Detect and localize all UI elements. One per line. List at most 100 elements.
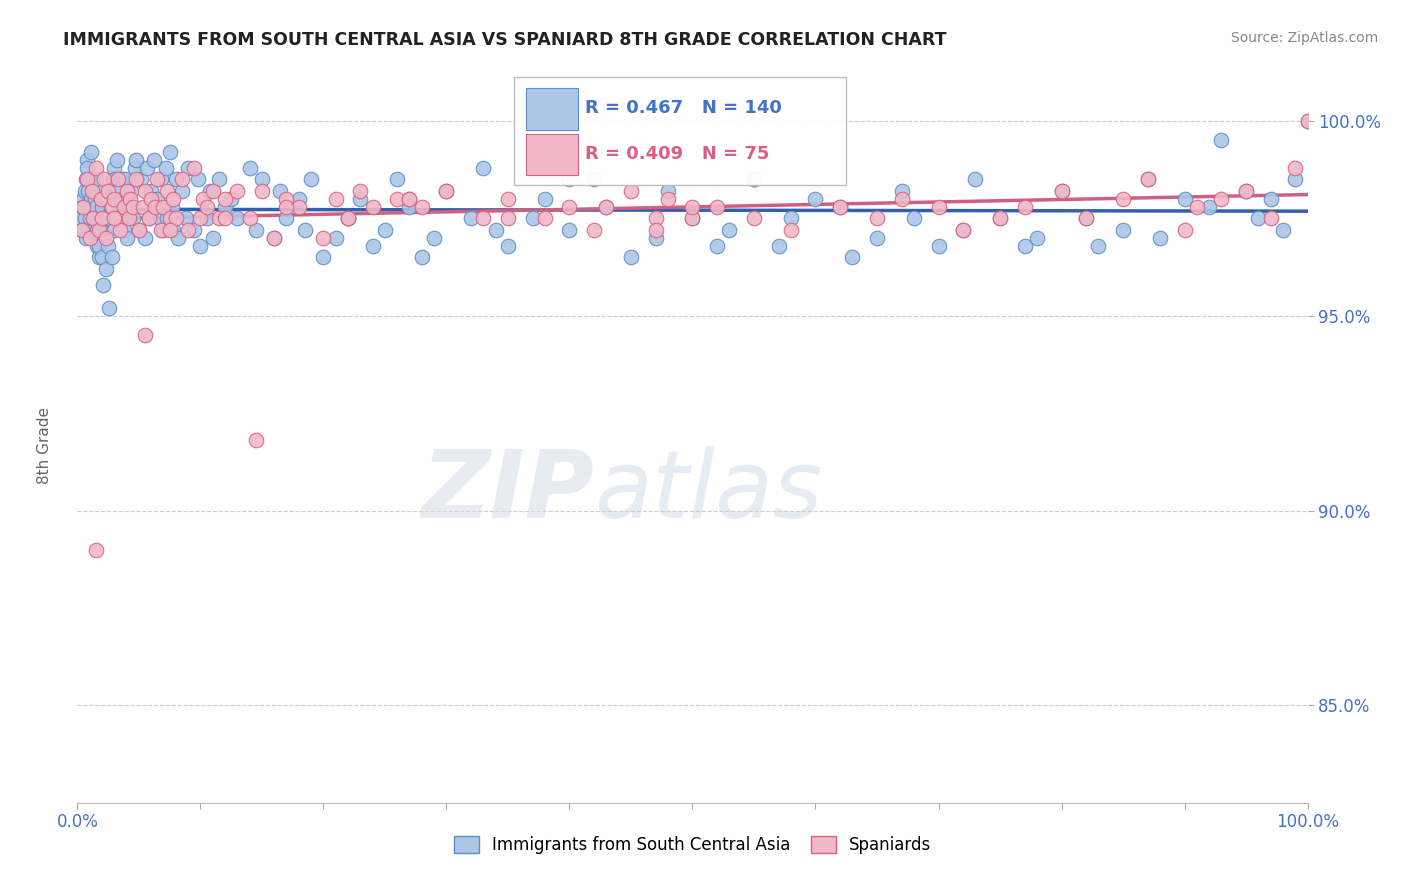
- Point: [86, 238, 108, 252]
- Point: [200, 184, 222, 198]
- Point: [1136, 172, 1159, 186]
- Point: [152, 200, 174, 214]
- Point: [952, 223, 974, 237]
- Point: [76, 172, 98, 186]
- Point: [70, 211, 93, 226]
- Point: [780, 223, 803, 237]
- Point: [90, 250, 114, 264]
- Point: [214, 211, 236, 226]
- Point: [682, 200, 704, 214]
- Point: [134, 184, 156, 198]
- Point: [76, 161, 98, 175]
- Point: [952, 223, 974, 237]
- Point: [96, 192, 118, 206]
- Point: [89, 223, 111, 237]
- Point: [830, 200, 852, 214]
- Point: [337, 211, 360, 226]
- Point: [80, 192, 103, 206]
- Point: [156, 211, 179, 226]
- Point: [928, 238, 950, 252]
- Point: [76, 153, 98, 167]
- Point: [152, 223, 174, 237]
- Point: [472, 211, 495, 226]
- Point: [103, 192, 125, 206]
- Point: [558, 172, 581, 186]
- Point: [125, 153, 148, 167]
- Point: [398, 192, 420, 206]
- Point: [89, 250, 111, 264]
- Point: [1112, 223, 1135, 237]
- Point: [101, 200, 124, 214]
- Point: [70, 223, 93, 237]
- Point: [595, 200, 617, 214]
- Point: [183, 161, 205, 175]
- Point: [472, 161, 495, 175]
- Point: [105, 153, 128, 167]
- Point: [276, 192, 298, 206]
- Point: [349, 192, 371, 206]
- Point: [1076, 211, 1098, 226]
- Point: [558, 200, 581, 214]
- Text: Source: ZipAtlas.com: Source: ZipAtlas.com: [1230, 31, 1378, 45]
- Point: [97, 211, 120, 226]
- Point: [128, 223, 150, 237]
- Point: [423, 231, 446, 245]
- Point: [98, 301, 121, 315]
- Point: [125, 172, 148, 186]
- Point: [411, 200, 433, 214]
- Point: [595, 200, 617, 214]
- Point: [159, 211, 181, 226]
- Point: [299, 172, 322, 186]
- Point: [160, 200, 183, 214]
- Point: [644, 211, 666, 226]
- Point: [80, 145, 103, 159]
- Point: [138, 211, 160, 226]
- Point: [128, 223, 150, 237]
- Point: [644, 231, 666, 245]
- Text: R = 0.409   N = 75: R = 0.409 N = 75: [585, 145, 770, 163]
- Point: [124, 161, 146, 175]
- Point: [141, 192, 163, 206]
- Point: [84, 172, 107, 186]
- Point: [325, 231, 347, 245]
- Point: [1272, 223, 1295, 237]
- Point: [657, 184, 679, 198]
- Point: [436, 184, 458, 198]
- Point: [94, 262, 117, 277]
- Point: [177, 161, 200, 175]
- Point: [162, 192, 184, 206]
- Point: [1174, 192, 1197, 206]
- Point: [780, 211, 803, 226]
- Point: [208, 172, 231, 186]
- Point: [1284, 172, 1306, 186]
- Point: [325, 192, 347, 206]
- Point: [1185, 200, 1208, 214]
- Point: [79, 172, 101, 186]
- Point: [374, 223, 396, 237]
- Point: [107, 184, 129, 198]
- Point: [131, 200, 153, 214]
- Point: [534, 192, 557, 206]
- Point: [82, 211, 104, 226]
- Point: [398, 200, 420, 214]
- Point: [742, 172, 765, 186]
- Point: [928, 200, 950, 214]
- Point: [460, 211, 482, 226]
- Point: [142, 153, 165, 167]
- Point: [276, 200, 298, 214]
- Point: [112, 223, 135, 237]
- Point: [226, 211, 249, 226]
- Point: [72, 192, 94, 206]
- Text: R = 0.467   N = 140: R = 0.467 N = 140: [585, 99, 782, 118]
- Point: [136, 161, 159, 175]
- Point: [93, 172, 115, 186]
- Text: IMMIGRANTS FROM SOUTH CENTRAL ASIA VS SPANIARD 8TH GRADE CORRELATION CHART: IMMIGRANTS FROM SOUTH CENTRAL ASIA VS SP…: [63, 31, 946, 49]
- Point: [97, 184, 120, 198]
- Point: [411, 250, 433, 264]
- Point: [742, 172, 765, 186]
- Point: [170, 184, 193, 198]
- Point: [82, 184, 104, 198]
- Point: [146, 192, 169, 206]
- Point: [82, 200, 104, 214]
- FancyBboxPatch shape: [526, 88, 578, 130]
